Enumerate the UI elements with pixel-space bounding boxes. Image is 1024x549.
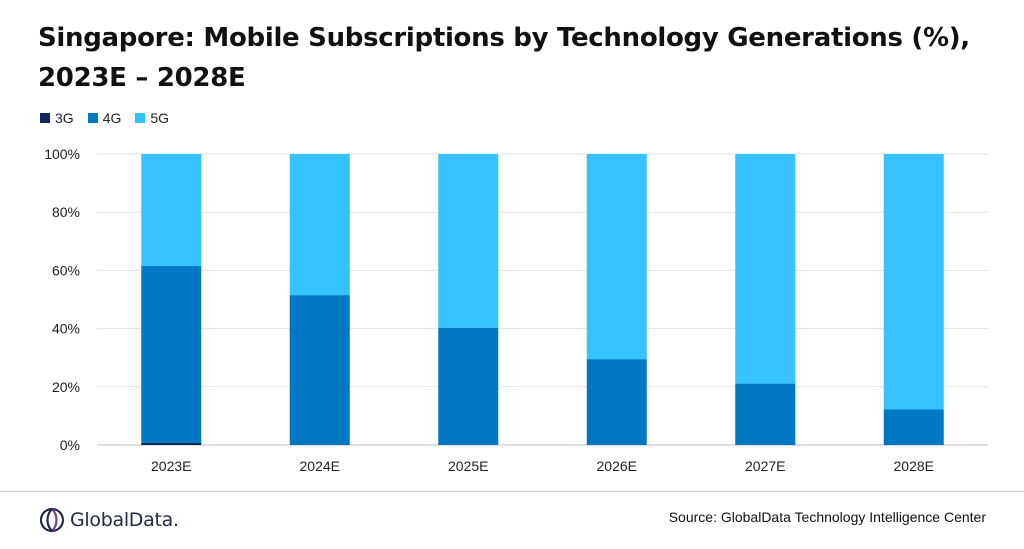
legend-item-4g: 4G [87, 110, 122, 126]
bar-2025e-5g [438, 154, 499, 328]
bar-2028e-5g [883, 154, 944, 410]
x-axis-tick-labels: 2023E 2024E 2025E 2026E 2027E 2028E [151, 458, 934, 474]
x-tick-label: 2026E [597, 458, 637, 474]
x-tick-label: 2023E [151, 458, 191, 474]
legend-label-4g: 4G [102, 110, 122, 126]
chart-title: Singapore: Mobile Subscriptions by Techn… [38, 18, 998, 98]
chart-title-line-1: Singapore: Mobile Subscriptions by Techn… [38, 23, 970, 53]
bar-2023e-3g [141, 442, 202, 445]
y-tick-label: 80% [52, 204, 80, 220]
chart-legend: 3G 4G 5G [40, 110, 169, 126]
y-tick-label: 20% [52, 379, 80, 395]
chart-bars [141, 154, 944, 445]
bar-2023e-4g [141, 266, 202, 443]
y-tick-label: 40% [52, 321, 80, 337]
legend-label-3g: 3G [55, 110, 74, 126]
bar-2026e-5g [586, 154, 647, 360]
bar-2028e-4g [883, 409, 944, 445]
bar-2026e-4g [586, 359, 647, 445]
legend-swatch-3g [40, 113, 50, 123]
legend-label-5g: 5G [150, 110, 170, 126]
y-tick-label: 0% [60, 437, 80, 453]
bar-2027e-4g [735, 383, 796, 445]
globaldata-logo-text: GlobalData. [70, 509, 179, 531]
y-tick-label: 100% [44, 146, 80, 162]
source-note: Source: GlobalData Technology Intelligen… [668, 509, 986, 525]
legend-item-3g: 3G [40, 110, 74, 126]
x-tick-label: 2024E [300, 458, 340, 474]
footer-divider [0, 491, 1024, 492]
x-tick-label: 2027E [745, 458, 785, 474]
stacked-bar-chart: 0%20%40%60%80%100% 2023E 2024E 2025E 2026E 2… [44, 146, 988, 474]
globaldata-logo-icon [39, 507, 65, 533]
bar-2024e-4g [289, 295, 350, 445]
legend-item-5g: 5G [135, 110, 169, 126]
legend-swatch-5g [135, 113, 146, 123]
x-tick-label: 2028E [894, 458, 934, 474]
globaldata-logo: GlobalData. [38, 506, 179, 534]
bar-2024e-5g [289, 154, 350, 296]
y-axis-tick-labels: 0% 20% 40% 60% 80% 100% [44, 146, 80, 453]
x-tick-label: 2025E [448, 458, 488, 474]
bar-2027e-5g [735, 154, 796, 384]
chart-title-line-2: 2023E – 2028E [38, 63, 246, 93]
y-tick-label: 60% [52, 262, 80, 278]
bar-2023e-5g [141, 154, 202, 267]
chart-gridlines [97, 153, 988, 446]
bar-2025e-4g [438, 327, 499, 445]
legend-swatch-4g [87, 113, 98, 123]
